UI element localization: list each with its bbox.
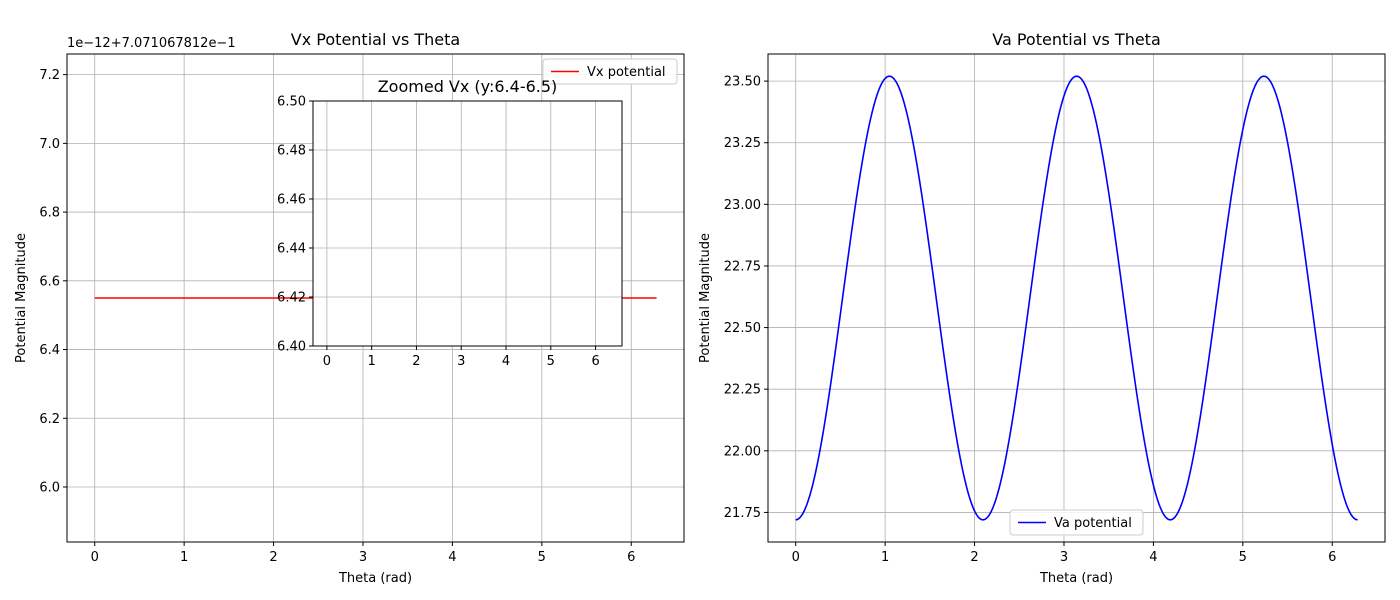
x-axis-label: Theta (rad) <box>338 571 412 586</box>
y-tick-label: 6.2 <box>39 412 60 427</box>
axes-frame <box>312 100 623 347</box>
axis-offset-text: 1e−12+7.071067812e−1 <box>67 36 236 51</box>
legend: Va potential <box>1009 509 1144 536</box>
x-tick-label: 1 <box>881 550 889 565</box>
y-tick-label: 6.40 <box>277 340 306 355</box>
x-tick-label: 2 <box>269 550 277 565</box>
y-tick-label: 22.25 <box>724 383 761 398</box>
x-tick-label: 3 <box>1060 550 1068 565</box>
legend-box <box>1009 509 1144 536</box>
y-tick-label: 21.75 <box>724 506 761 521</box>
chart-title: Vx Potential vs Theta <box>291 30 460 49</box>
legend: Vx potential <box>542 58 678 85</box>
x-tick-label: 2 <box>412 354 420 369</box>
x-tick-label: 5 <box>538 550 546 565</box>
y-tick-label: 6.0 <box>39 481 60 496</box>
axes-frame <box>767 53 1386 543</box>
x-tick-label: 4 <box>502 354 510 369</box>
y-tick-label: 6.44 <box>277 242 306 257</box>
y-tick-label: 6.8 <box>39 206 60 221</box>
legend-label: Vx potential <box>587 65 666 80</box>
plot-area <box>768 54 1385 542</box>
y-tick-label: 6.50 <box>277 95 306 110</box>
zoomed-vx-inset: 0 1 2 3 4 5 6 6.40 6.42 6.44 6.46 6.48 6.50 Zoomed Vx… <box>277 77 623 369</box>
x-tick-label: 5 <box>547 354 555 369</box>
y-tick-label: 6.48 <box>277 144 306 159</box>
y-tick-label: 6.46 <box>277 193 306 208</box>
x-tick-label: 0 <box>792 550 800 565</box>
y-tick-label: 6.42 <box>277 291 306 306</box>
y-tick-label: 7.0 <box>39 137 60 152</box>
chart-title: Zoomed Vx (y:6.4-6.5) <box>378 77 558 96</box>
y-tick-label: 23.25 <box>724 136 761 151</box>
x-tick-label: 6 <box>627 550 635 565</box>
y-tick-label: 6.6 <box>39 274 60 289</box>
va-chart: 0 1 2 3 4 5 6 21.75 22.00 22.25 22.50 22.75 23.00 23.… <box>698 30 1386 586</box>
chart-title: Va Potential vs Theta <box>992 30 1161 49</box>
x-tick-label: 6 <box>591 354 599 369</box>
axes-frame <box>66 53 685 543</box>
x-tick-label: 0 <box>323 354 331 369</box>
plot-area <box>313 101 622 346</box>
x-tick-label: 3 <box>359 550 367 565</box>
y-tick-label: 23.00 <box>724 198 761 213</box>
legend-box <box>542 58 678 85</box>
y-axis-label: Potential Magnitude <box>14 233 29 363</box>
x-tick-label: 5 <box>1239 550 1247 565</box>
x-tick-label: 2 <box>970 550 978 565</box>
x-tick-label: 0 <box>91 550 99 565</box>
x-axis-label: Theta (rad) <box>1039 571 1113 586</box>
x-tick-label: 1 <box>180 550 188 565</box>
y-tick-label: 6.4 <box>39 343 60 358</box>
x-tick-label: 6 <box>1328 550 1336 565</box>
x-tick-label: 4 <box>1149 550 1157 565</box>
x-tick-label: 3 <box>457 354 465 369</box>
y-axis-label: Potential Magnitude <box>698 233 713 363</box>
y-tick-label: 7.2 <box>39 68 60 83</box>
y-tick-label: 22.00 <box>724 444 761 459</box>
legend-label: Va potential <box>1054 516 1132 531</box>
series-line-va-potential <box>795 75 1358 521</box>
y-tick-label: 22.75 <box>724 259 761 274</box>
y-tick-label: 23.50 <box>724 75 761 90</box>
x-tick-label: 1 <box>368 354 376 369</box>
y-tick-label: 22.50 <box>724 321 761 336</box>
x-tick-label: 4 <box>448 550 456 565</box>
